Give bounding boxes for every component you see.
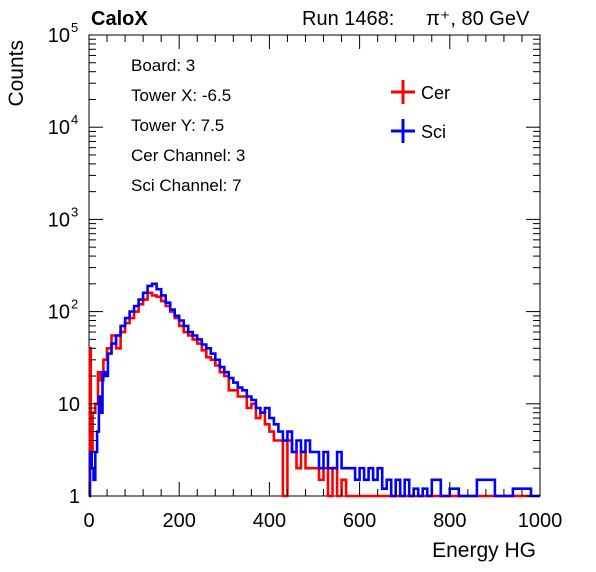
y-tick-label: 10 xyxy=(48,302,70,324)
y-tick-label: 10 xyxy=(48,25,70,47)
legend-label-sci: Sci xyxy=(421,122,446,142)
run-label: Run 1468: xyxy=(302,8,394,30)
info-line: Sci Channel: 7 xyxy=(131,176,242,195)
legend-label-cer: Cer xyxy=(421,83,450,103)
x-tick-label: 200 xyxy=(163,510,196,532)
series-cer-line xyxy=(88,291,540,498)
y-tick-label: 1 xyxy=(69,486,80,508)
y-tick-label: 10 xyxy=(48,209,70,231)
legend: Cer Sci xyxy=(391,80,450,143)
y-axis-title: Counts xyxy=(5,40,28,107)
series-sci-line xyxy=(88,282,540,498)
x-tick-label: 800 xyxy=(433,510,466,532)
info-line: Tower Y: 7.5 xyxy=(131,116,224,135)
x-tick-label: 0 xyxy=(83,510,94,532)
particle-label: π⁺, 80 GeV xyxy=(426,8,530,30)
info-box xyxy=(120,48,360,198)
x-tick-label: 600 xyxy=(343,510,376,532)
y-tick-exponent: 2 xyxy=(71,297,78,312)
y-tick-exponent: 4 xyxy=(71,112,78,127)
x-axis-title: Energy HG xyxy=(432,539,536,562)
plot-frame xyxy=(88,34,541,497)
y-tick-exponent: 5 xyxy=(71,20,78,35)
info-line: Board: 3 xyxy=(131,56,195,75)
x-tick-label: 1000 xyxy=(518,510,563,532)
y-tick-label: 10 xyxy=(48,117,70,139)
series-layer xyxy=(88,282,540,498)
info-line: Cer Channel: 3 xyxy=(131,146,245,165)
info-line: Tower X: -6.5 xyxy=(131,86,231,105)
y-tick-exponent: 3 xyxy=(71,204,78,219)
y-tick-label: 10 xyxy=(58,394,80,416)
info-lines: Board: 3 Tower X: -6.5 Tower Y: 7.5 Cer Cha… xyxy=(131,56,245,195)
x-tick-label: 400 xyxy=(253,510,286,532)
brand-label: CaloX xyxy=(91,8,148,30)
